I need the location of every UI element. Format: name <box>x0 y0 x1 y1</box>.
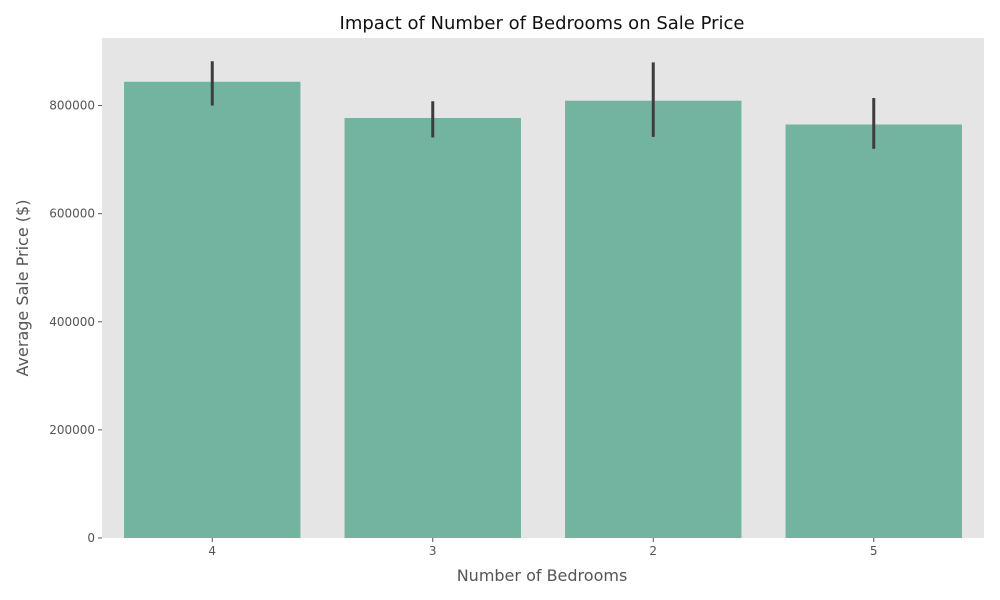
y-axis: 0 200000 400000 600000 800000 <box>49 99 102 545</box>
x-tick-label: 3 <box>429 544 437 558</box>
y-tick-label: 400000 <box>49 315 95 329</box>
y-axis-label: Average Sale Price ($) <box>13 200 32 377</box>
bars-layer <box>124 81 962 539</box>
error-bars-layer <box>210 61 876 149</box>
y-tick-label: 0 <box>87 531 95 545</box>
y-tick-label: 600000 <box>49 207 95 221</box>
chart-title: Impact of Number of Bedrooms on Sale Pri… <box>340 13 745 34</box>
x-axis: 4 3 2 5 <box>208 538 878 558</box>
x-tick-label: 2 <box>649 544 657 558</box>
x-tick-label: 5 <box>870 544 878 558</box>
x-axis-label: Number of Bedrooms <box>457 566 628 585</box>
bar-5 <box>785 124 962 539</box>
bar-4 <box>124 81 301 538</box>
y-tick-label: 800000 <box>49 99 95 113</box>
y-tick-label: 200000 <box>49 423 95 437</box>
bar-2 <box>565 100 742 539</box>
bar-3 <box>344 118 521 538</box>
x-tick-label: 4 <box>208 544 216 558</box>
